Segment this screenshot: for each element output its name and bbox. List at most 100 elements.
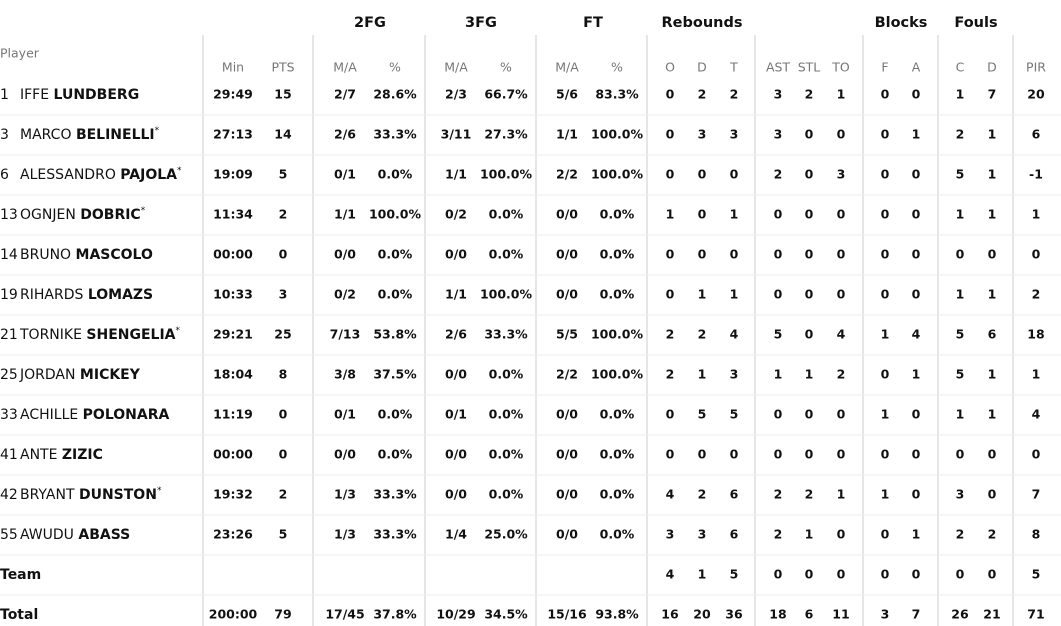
- stat-cell: 0: [666, 87, 675, 102]
- stat-cell: 0: [666, 407, 675, 422]
- stat-cell: 1: [912, 367, 921, 382]
- column-header: %: [611, 60, 623, 75]
- stat-cell: 0/0: [556, 407, 578, 422]
- stat-cell: 17/45: [325, 607, 364, 622]
- stat-cell: 5: [279, 167, 288, 182]
- stat-cell: 0.0%: [489, 487, 524, 502]
- stat-cell: 1: [956, 287, 965, 302]
- stat-cell: 0: [666, 247, 675, 262]
- stat-cell: 0: [912, 407, 921, 422]
- player-name: TORNIKE SHENGELIA*: [19, 326, 181, 344]
- stat-cell: 00:00: [213, 447, 253, 462]
- stat-cell: 20: [1027, 87, 1045, 102]
- stat-cell: 20: [693, 607, 711, 622]
- stat-cell: 0/1: [334, 407, 356, 422]
- stat-cell: 0: [666, 287, 675, 302]
- stat-cell: 0.0%: [489, 447, 524, 462]
- stat-cell: 53.8%: [373, 327, 417, 342]
- stat-cell: 0: [805, 327, 814, 342]
- stat-cell: 2/7: [334, 87, 356, 102]
- stat-cell: 0/0: [556, 247, 578, 262]
- last-name: PAJOLA: [120, 167, 177, 183]
- stat-cell: 0/0: [445, 367, 467, 382]
- stat-cell: 0: [730, 447, 739, 462]
- player-name: JORDAN MICKEY: [19, 367, 141, 383]
- stat-cell: 0: [666, 127, 675, 142]
- stat-cell: 0/0: [445, 447, 467, 462]
- stat-cell: 0: [805, 567, 814, 582]
- stat-cell: 0: [837, 247, 846, 262]
- stat-cell: 0: [837, 287, 846, 302]
- column-header: T: [729, 60, 738, 75]
- stat-cell: 18: [769, 607, 786, 622]
- stat-cell: 0: [881, 247, 890, 262]
- stat-cell: 5: [956, 327, 965, 342]
- stat-cell: 7: [912, 607, 921, 622]
- player-number: 19: [0, 287, 18, 303]
- stat-cell: 0: [837, 447, 846, 462]
- stat-cell: 0.0%: [600, 527, 635, 542]
- stat-cell: 0/0: [334, 247, 356, 262]
- stat-cell: 0.0%: [378, 407, 413, 422]
- stat-cell: 2: [279, 207, 288, 222]
- stat-cell: 0: [881, 127, 890, 142]
- stat-cell: 3: [881, 607, 890, 622]
- stat-cell: 6: [805, 607, 814, 622]
- stat-cell: 3: [698, 127, 707, 142]
- group-header: Fouls: [954, 15, 997, 31]
- stat-cell: 1: [988, 127, 997, 142]
- stat-cell: 100.0%: [591, 167, 644, 182]
- player-name: AWUDU ABASS: [20, 527, 130, 543]
- column-header: M/A: [333, 60, 357, 75]
- stat-cell: 0: [881, 287, 890, 302]
- stat-cell: 0.0%: [600, 447, 635, 462]
- stat-cell: 0: [912, 447, 921, 462]
- stat-cell: 0: [837, 567, 846, 582]
- stat-cell: 0/2: [334, 287, 356, 302]
- stat-cell: 0: [698, 247, 707, 262]
- stat-cell: 18: [1027, 327, 1044, 342]
- stat-cell: 1: [988, 287, 997, 302]
- stat-cell: 0: [912, 287, 921, 302]
- stat-cell: 71: [1027, 607, 1044, 622]
- stat-cell: 2: [666, 327, 675, 342]
- stat-cell: 33.3%: [373, 527, 417, 542]
- stat-cell: 2: [698, 87, 707, 102]
- stat-cell: 0: [698, 447, 707, 462]
- group-header: FT: [583, 15, 603, 31]
- stat-cell: 0: [881, 167, 890, 182]
- stat-cell: 2: [698, 327, 707, 342]
- player-number: 3: [0, 127, 9, 143]
- last-name: ZIZIC: [62, 447, 103, 463]
- stat-cell: 0.0%: [600, 407, 635, 422]
- stat-cell: 1: [912, 127, 921, 142]
- player-number: 13: [0, 207, 18, 223]
- player-number: 25: [0, 367, 18, 383]
- stat-cell: 0/0: [556, 207, 578, 222]
- stat-cell: 0: [837, 127, 846, 142]
- stat-cell: 0: [805, 407, 814, 422]
- stat-cell: 0/0: [334, 447, 356, 462]
- stat-cell: 1: [1032, 207, 1041, 222]
- stat-cell: 0/1: [445, 407, 467, 422]
- stat-cell: 0: [956, 247, 965, 262]
- stat-cell: 0: [805, 447, 814, 462]
- stat-cell: 3: [698, 527, 707, 542]
- stat-cell: 6: [988, 327, 997, 342]
- starter-marker: *: [141, 206, 146, 216]
- group-header: 2FG: [354, 15, 386, 31]
- stat-cell: 2: [805, 487, 814, 502]
- player-number: 21: [0, 327, 18, 343]
- player-name: OGNJEN DOBRIC*: [20, 206, 146, 224]
- first-name: MARCO: [20, 127, 71, 143]
- stat-cell: 0: [805, 127, 814, 142]
- row-label: Team: [0, 567, 41, 583]
- column-header: O: [665, 60, 675, 75]
- first-name: ALESSANDRO: [20, 167, 116, 183]
- column-header: A: [912, 60, 921, 75]
- stat-cell: 100.0%: [480, 287, 533, 302]
- stat-cell: 29:21: [213, 327, 253, 342]
- stat-cell: 0/0: [556, 287, 578, 302]
- stat-cell: 2/2: [556, 367, 578, 382]
- stat-cell: 0: [912, 87, 921, 102]
